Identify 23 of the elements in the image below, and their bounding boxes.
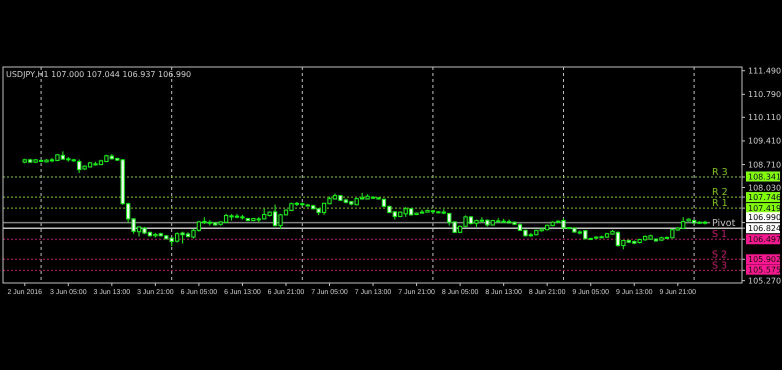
- y-tick-label: 105.575: [748, 265, 782, 274]
- ref-line-label: R 2: [712, 187, 728, 198]
- chart-title: USDJPY,H1 107.000 107.044 106.937 106.990: [6, 70, 192, 79]
- y-tick-label: 108.341: [748, 172, 782, 182]
- y-tick-label: 111.490: [748, 66, 782, 76]
- ref-line-label: S 2: [712, 249, 728, 260]
- ref-line-label: R 3: [712, 166, 728, 178]
- y-tick-label: 107.419: [748, 204, 782, 213]
- y-tick-label: 110.110: [748, 113, 782, 122]
- y-tick-label: 105.270: [748, 276, 782, 286]
- y-tick-label: 106.497: [748, 235, 782, 244]
- y-tick-label: 109.410: [748, 136, 782, 146]
- y-tick-label: 107.746: [748, 192, 782, 202]
- y-tick-label: 108.030: [748, 183, 782, 192]
- y-tick-label: 105.902: [748, 255, 782, 264]
- y-tick-label: 106.824: [748, 224, 782, 233]
- y-tick-label: 110.790: [748, 90, 782, 100]
- ref-line-label: S 1: [712, 229, 728, 240]
- ref-line-label: S 3: [712, 260, 728, 272]
- y-tick-label: 106.990: [748, 212, 782, 222]
- y-tick-label: 108.710: [748, 160, 782, 170]
- ref-line-label: Pivot: [712, 218, 736, 230]
- ref-line-label: R 1: [712, 198, 728, 210]
